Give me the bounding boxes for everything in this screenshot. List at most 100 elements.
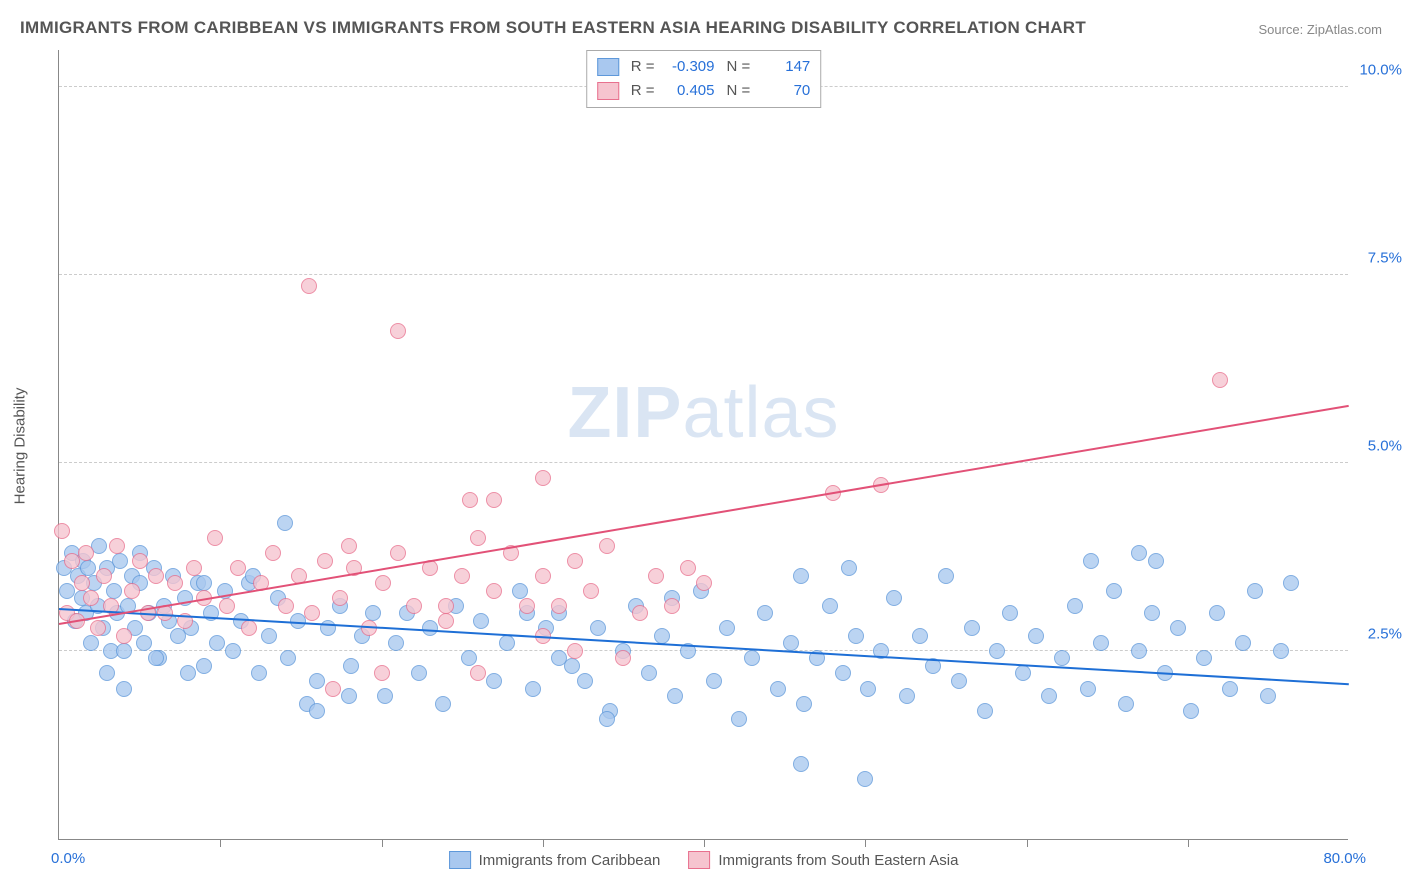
data-point xyxy=(1170,620,1186,636)
data-point xyxy=(462,492,478,508)
data-point xyxy=(341,538,357,554)
gridline xyxy=(59,462,1348,463)
legend-n-label: N = xyxy=(727,55,751,79)
data-point xyxy=(112,553,128,569)
data-point xyxy=(116,643,132,659)
data-point xyxy=(278,598,294,614)
data-point xyxy=(499,635,515,651)
data-point xyxy=(343,658,359,674)
legend-swatch xyxy=(449,851,471,869)
x-axis-max-label: 80.0% xyxy=(1323,850,1366,867)
data-point xyxy=(783,635,799,651)
data-point xyxy=(841,560,857,576)
data-point xyxy=(951,673,967,689)
legend-swatch xyxy=(597,82,619,100)
data-point xyxy=(83,590,99,606)
data-point xyxy=(317,553,333,569)
data-point xyxy=(525,681,541,697)
y-tick-label: 7.5% xyxy=(1368,249,1402,266)
data-point xyxy=(390,545,406,561)
data-point xyxy=(80,560,96,576)
data-point xyxy=(1209,605,1225,621)
data-point xyxy=(116,681,132,697)
data-point xyxy=(641,665,657,681)
data-point xyxy=(590,620,606,636)
y-tick-label: 5.0% xyxy=(1368,437,1402,454)
legend-n-value: 70 xyxy=(758,79,810,103)
data-point xyxy=(1106,583,1122,599)
legend-series-item: Immigrants from Caribbean xyxy=(449,851,661,869)
data-point xyxy=(374,665,390,681)
data-point xyxy=(209,635,225,651)
data-point xyxy=(857,771,873,787)
data-point xyxy=(438,598,454,614)
data-point xyxy=(1283,575,1299,591)
data-point xyxy=(989,643,1005,659)
data-point xyxy=(106,583,122,599)
data-point xyxy=(388,635,404,651)
y-axis-label: Hearing Disability xyxy=(12,388,29,505)
data-point xyxy=(1222,681,1238,697)
data-point xyxy=(1131,643,1147,659)
watermark-text: ZIPatlas xyxy=(567,372,839,454)
data-point xyxy=(470,665,486,681)
data-point xyxy=(577,673,593,689)
data-point xyxy=(280,650,296,666)
data-point xyxy=(654,628,670,644)
data-point xyxy=(265,545,281,561)
data-point xyxy=(83,635,99,651)
data-point xyxy=(599,711,615,727)
data-point xyxy=(770,681,786,697)
data-point xyxy=(519,598,535,614)
data-point xyxy=(438,613,454,629)
data-point xyxy=(251,665,267,681)
data-point xyxy=(848,628,864,644)
data-point xyxy=(219,598,235,614)
data-point xyxy=(90,620,106,636)
data-point xyxy=(886,590,902,606)
data-point xyxy=(341,688,357,704)
data-point xyxy=(599,538,615,554)
data-point xyxy=(1002,605,1018,621)
legend-n-label: N = xyxy=(727,79,751,103)
data-point xyxy=(132,553,148,569)
legend-r-label: R = xyxy=(631,55,655,79)
data-point xyxy=(744,650,760,666)
data-point xyxy=(64,553,80,569)
data-point xyxy=(332,590,348,606)
gridline xyxy=(59,274,1348,275)
data-point xyxy=(230,560,246,576)
x-tick xyxy=(865,839,866,847)
data-point xyxy=(757,605,773,621)
data-point xyxy=(1080,681,1096,697)
data-point xyxy=(1273,643,1289,659)
data-point xyxy=(1093,635,1109,651)
legend-stat-row: R =-0.309N =147 xyxy=(597,55,811,79)
data-point xyxy=(325,681,341,697)
data-point xyxy=(1235,635,1251,651)
data-point xyxy=(567,643,583,659)
x-tick xyxy=(704,839,705,847)
data-point xyxy=(225,643,241,659)
x-tick xyxy=(220,839,221,847)
data-point xyxy=(938,568,954,584)
legend-n-value: 147 xyxy=(758,55,810,79)
data-point xyxy=(964,620,980,636)
data-point xyxy=(535,470,551,486)
data-point xyxy=(148,650,164,666)
data-point xyxy=(1118,696,1134,712)
x-tick xyxy=(382,839,383,847)
data-point xyxy=(136,635,152,651)
data-point xyxy=(124,583,140,599)
data-point xyxy=(309,703,325,719)
x-tick xyxy=(543,839,544,847)
series-legend: Immigrants from CaribbeanImmigrants from… xyxy=(449,851,959,869)
watermark-part-a: ZIP xyxy=(567,373,682,453)
data-point xyxy=(99,665,115,681)
data-point xyxy=(615,650,631,666)
data-point xyxy=(365,605,381,621)
data-point xyxy=(470,530,486,546)
data-point xyxy=(648,568,664,584)
data-point xyxy=(583,583,599,599)
data-point xyxy=(486,583,502,599)
